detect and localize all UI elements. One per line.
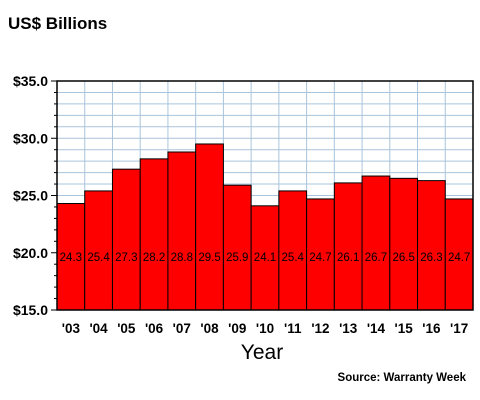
x-tick-label: '10 bbox=[256, 321, 274, 336]
data-label: 26.7 bbox=[365, 252, 387, 264]
data-label: 24.1 bbox=[254, 252, 276, 264]
y-tick-label: $30.0 bbox=[13, 130, 48, 146]
x-tick-label: '08 bbox=[200, 321, 219, 336]
bar bbox=[389, 177, 419, 311]
x-tick-label: '13 bbox=[339, 321, 358, 336]
x-tick-label: '15 bbox=[395, 321, 414, 336]
x-tick-label: '14 bbox=[367, 321, 386, 336]
chart-title: US$ Billions bbox=[8, 14, 108, 33]
data-label: 24.3 bbox=[60, 252, 82, 264]
bar bbox=[84, 190, 113, 311]
data-label: 27.3 bbox=[115, 252, 137, 264]
bar bbox=[417, 180, 446, 311]
source-note: Source: Warranty Week bbox=[337, 372, 466, 384]
bar bbox=[111, 168, 141, 311]
x-tick-label: '12 bbox=[311, 321, 329, 336]
data-label: 25.9 bbox=[226, 252, 248, 264]
data-label: 26.5 bbox=[392, 252, 414, 264]
x-tick-label: '07 bbox=[173, 321, 191, 336]
data-label: 24.7 bbox=[448, 252, 470, 264]
x-axis-label-text: Year bbox=[240, 341, 284, 364]
x-axis-label: Year bbox=[0, 341, 480, 365]
data-label: 26.3 bbox=[420, 252, 442, 264]
bar bbox=[167, 151, 197, 311]
x-tick-label: '11 bbox=[284, 321, 302, 336]
bar bbox=[222, 184, 252, 311]
data-label: 28.2 bbox=[143, 252, 165, 264]
data-label: 24.7 bbox=[309, 252, 331, 264]
bar bbox=[278, 190, 308, 311]
bar bbox=[139, 158, 169, 311]
bar bbox=[333, 182, 363, 311]
y-tick-label: $15.0 bbox=[13, 302, 48, 318]
x-tick-label: '05 bbox=[117, 321, 136, 336]
axis-layer: $15.0 $20.0 $25.0 $30.0 $35.0 '03 '04 '05 '06 '07… bbox=[13, 73, 474, 336]
data-label: 25.4 bbox=[87, 252, 110, 264]
y-tick-label: $20.0 bbox=[13, 245, 48, 261]
bars-layer bbox=[56, 143, 474, 311]
data-label: 26.1 bbox=[337, 252, 359, 264]
x-tick-label: '06 bbox=[145, 321, 164, 336]
data-label: 28.8 bbox=[171, 252, 193, 264]
bar bbox=[361, 175, 391, 311]
x-tick-label: '04 bbox=[89, 321, 108, 336]
data-label: 25.4 bbox=[282, 252, 305, 264]
x-tick-label: '03 bbox=[62, 321, 81, 336]
bar bbox=[195, 143, 224, 311]
bar bbox=[250, 205, 280, 311]
x-tick-label: '16 bbox=[422, 321, 441, 336]
x-tick-label: '17 bbox=[450, 321, 468, 336]
data-label: 29.5 bbox=[198, 252, 220, 264]
x-tick-label: '09 bbox=[228, 321, 246, 336]
y-tick-label: $25.0 bbox=[13, 188, 48, 204]
y-tick-label: $35.0 bbox=[13, 73, 48, 89]
bar bbox=[444, 198, 474, 311]
data-labels-layer: 24.3 25.4 27.3 28.2 28.8 29.5 25.9 24.1 25.4 24.7… bbox=[60, 252, 471, 264]
